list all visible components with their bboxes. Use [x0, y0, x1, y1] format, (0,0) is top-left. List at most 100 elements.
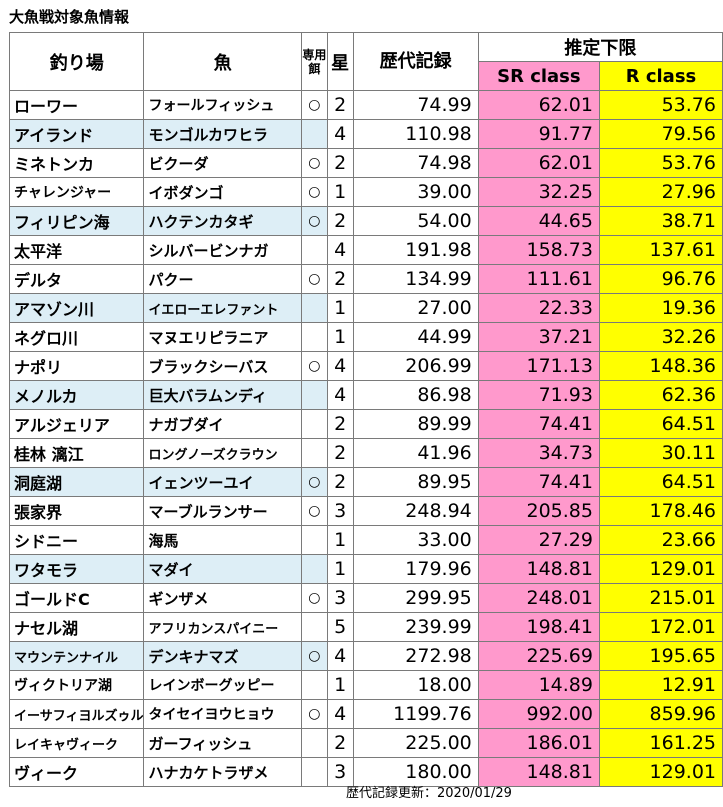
- record-cell: 41.96: [352, 438, 479, 468]
- record-cell: 110.98: [352, 119, 479, 149]
- star-cell: 3: [326, 757, 354, 787]
- r-class-cell: 23.66: [598, 525, 723, 555]
- star-cell: 4: [326, 351, 354, 381]
- fish-cell: マヌエリピラニア: [143, 322, 302, 352]
- record-cell: 44.99: [352, 322, 479, 352]
- record-cell: 179.96: [352, 554, 479, 584]
- special-bait-cell: ○: [301, 583, 328, 613]
- star-cell: 4: [326, 235, 354, 265]
- star-cell: 4: [326, 699, 354, 729]
- sr-class-cell: 14.89: [477, 670, 600, 700]
- special-bait-cell: [301, 438, 328, 468]
- special-bait-cell: [301, 119, 328, 149]
- fish-cell: ギンザメ: [143, 583, 302, 613]
- table-row: イーサフィヨルズゥル タイセイヨウヒョウ ○ 4 1199.76 992.00 859.96: [8, 699, 723, 729]
- r-class-cell: 79.56: [598, 119, 723, 149]
- sr-class-cell: 148.81: [477, 757, 600, 787]
- record-cell: 54.00: [352, 206, 479, 236]
- sr-class-cell: 32.25: [477, 177, 600, 207]
- header-fish: 魚: [143, 32, 302, 91]
- star-cell: 2: [326, 467, 354, 497]
- fish-cell: デンキナマズ: [143, 641, 302, 671]
- place-cell: ナセル湖: [8, 612, 145, 642]
- place-cell: ゴールドC: [8, 583, 145, 613]
- star-cell: 1: [326, 177, 354, 207]
- sr-class-cell: 62.01: [477, 148, 600, 178]
- sr-class-cell: 71.93: [477, 380, 600, 410]
- header-r-class: R class: [598, 61, 723, 91]
- header-place: 釣り場: [8, 32, 145, 91]
- special-bait-cell: ○: [301, 351, 328, 381]
- star-cell: 2: [326, 409, 354, 439]
- record-cell: 86.98: [352, 380, 479, 410]
- r-class-cell: 19.36: [598, 293, 723, 323]
- special-bait-cell: ○: [301, 467, 328, 497]
- r-class-cell: 148.36: [598, 351, 723, 381]
- table-row: レイキャヴィーク ガーフィッシュ 2 225.00 186.01 161.25: [8, 728, 723, 758]
- header-record: 歴代記録: [352, 32, 479, 91]
- record-cell: 206.99: [352, 351, 479, 381]
- table-row: ナセル湖 アフリカンスパイニー 5 239.99 198.41 172.01: [8, 612, 723, 642]
- table-row: アマゾン川 イエローエレファント 1 27.00 22.33 19.36: [8, 293, 723, 323]
- fish-cell: モンゴルカワヒラ: [143, 119, 302, 149]
- sr-class-cell: 198.41: [477, 612, 600, 642]
- table-row: 洞庭湖 イェンツーユイ ○ 2 89.95 74.41 64.51: [8, 467, 723, 497]
- record-cell: 299.95: [352, 583, 479, 613]
- table-row: デルタ パクー ○ 2 134.99 111.61 96.76: [8, 264, 723, 294]
- fish-cell: ハナカケトラザメ: [143, 757, 302, 787]
- record-cell: 89.99: [352, 409, 479, 439]
- record-cell: 239.99: [352, 612, 479, 642]
- place-cell: ローワー: [8, 90, 145, 120]
- r-class-cell: 129.01: [598, 757, 723, 787]
- place-cell: アマゾン川: [8, 293, 145, 323]
- special-bait-cell: ○: [301, 699, 328, 729]
- r-class-cell: 172.01: [598, 612, 723, 642]
- r-class-cell: 64.51: [598, 467, 723, 497]
- sr-class-cell: 27.29: [477, 525, 600, 555]
- table-row: 桂林 漓江 ロングノーズクラウン 2 41.96 34.73 30.11: [8, 438, 723, 468]
- header-estimate: 推定下限: [477, 32, 723, 62]
- star-cell: 2: [326, 90, 354, 120]
- special-bait-cell: ○: [301, 148, 328, 178]
- place-cell: マウンテンナイル: [8, 641, 145, 671]
- place-cell: デルタ: [8, 264, 145, 294]
- place-cell: シドニー: [8, 525, 145, 555]
- fish-cell: 巨大バラムンディ: [143, 380, 302, 410]
- fish-table: 釣り場 魚 専用餌 星 歴代記録 推定下限 SR class R class ロ…: [8, 32, 723, 787]
- special-bait-cell: ○: [301, 90, 328, 120]
- record-update-note: 歴代記録更新：2020/01/29: [346, 786, 512, 801]
- fish-cell: 海馬: [143, 525, 302, 555]
- place-cell: ナポリ: [8, 351, 145, 381]
- star-cell: 3: [326, 496, 354, 526]
- special-bait-cell: [301, 293, 328, 323]
- r-class-cell: 215.01: [598, 583, 723, 613]
- star-cell: 1: [326, 554, 354, 584]
- special-bait-cell: [301, 757, 328, 787]
- record-cell: 272.98: [352, 641, 479, 671]
- r-class-cell: 137.61: [598, 235, 723, 265]
- special-bait-cell: [301, 612, 328, 642]
- table-row: メノルカ 巨大バラムンディ 4 86.98 71.93 62.36: [8, 380, 723, 410]
- place-cell: ネグロ川: [8, 322, 145, 352]
- sr-class-cell: 37.21: [477, 322, 600, 352]
- star-cell: 5: [326, 612, 354, 642]
- page-title: 大魚戦対象魚情報: [9, 8, 130, 26]
- special-bait-cell: [301, 554, 328, 584]
- fish-cell: マダイ: [143, 554, 302, 584]
- record-cell: 74.99: [352, 90, 479, 120]
- sr-class-cell: 248.01: [477, 583, 600, 613]
- table-row: ヴィクトリア湖 レインボーグッピー 1 18.00 14.89 12.91: [8, 670, 723, 700]
- special-bait-cell: ○: [301, 177, 328, 207]
- special-bait-cell: ○: [301, 206, 328, 236]
- r-class-cell: 27.96: [598, 177, 723, 207]
- record-cell: 27.00: [352, 293, 479, 323]
- sr-class-cell: 74.41: [477, 409, 600, 439]
- fish-cell: イエローエレファント: [143, 293, 302, 323]
- star-cell: 4: [326, 119, 354, 149]
- fish-cell: フォールフィッシュ: [143, 90, 302, 120]
- fish-cell: マーブルランサー: [143, 496, 302, 526]
- special-bait-cell: [301, 525, 328, 555]
- r-class-cell: 161.25: [598, 728, 723, 758]
- header-bait: 専用餌: [301, 32, 328, 91]
- r-class-cell: 64.51: [598, 409, 723, 439]
